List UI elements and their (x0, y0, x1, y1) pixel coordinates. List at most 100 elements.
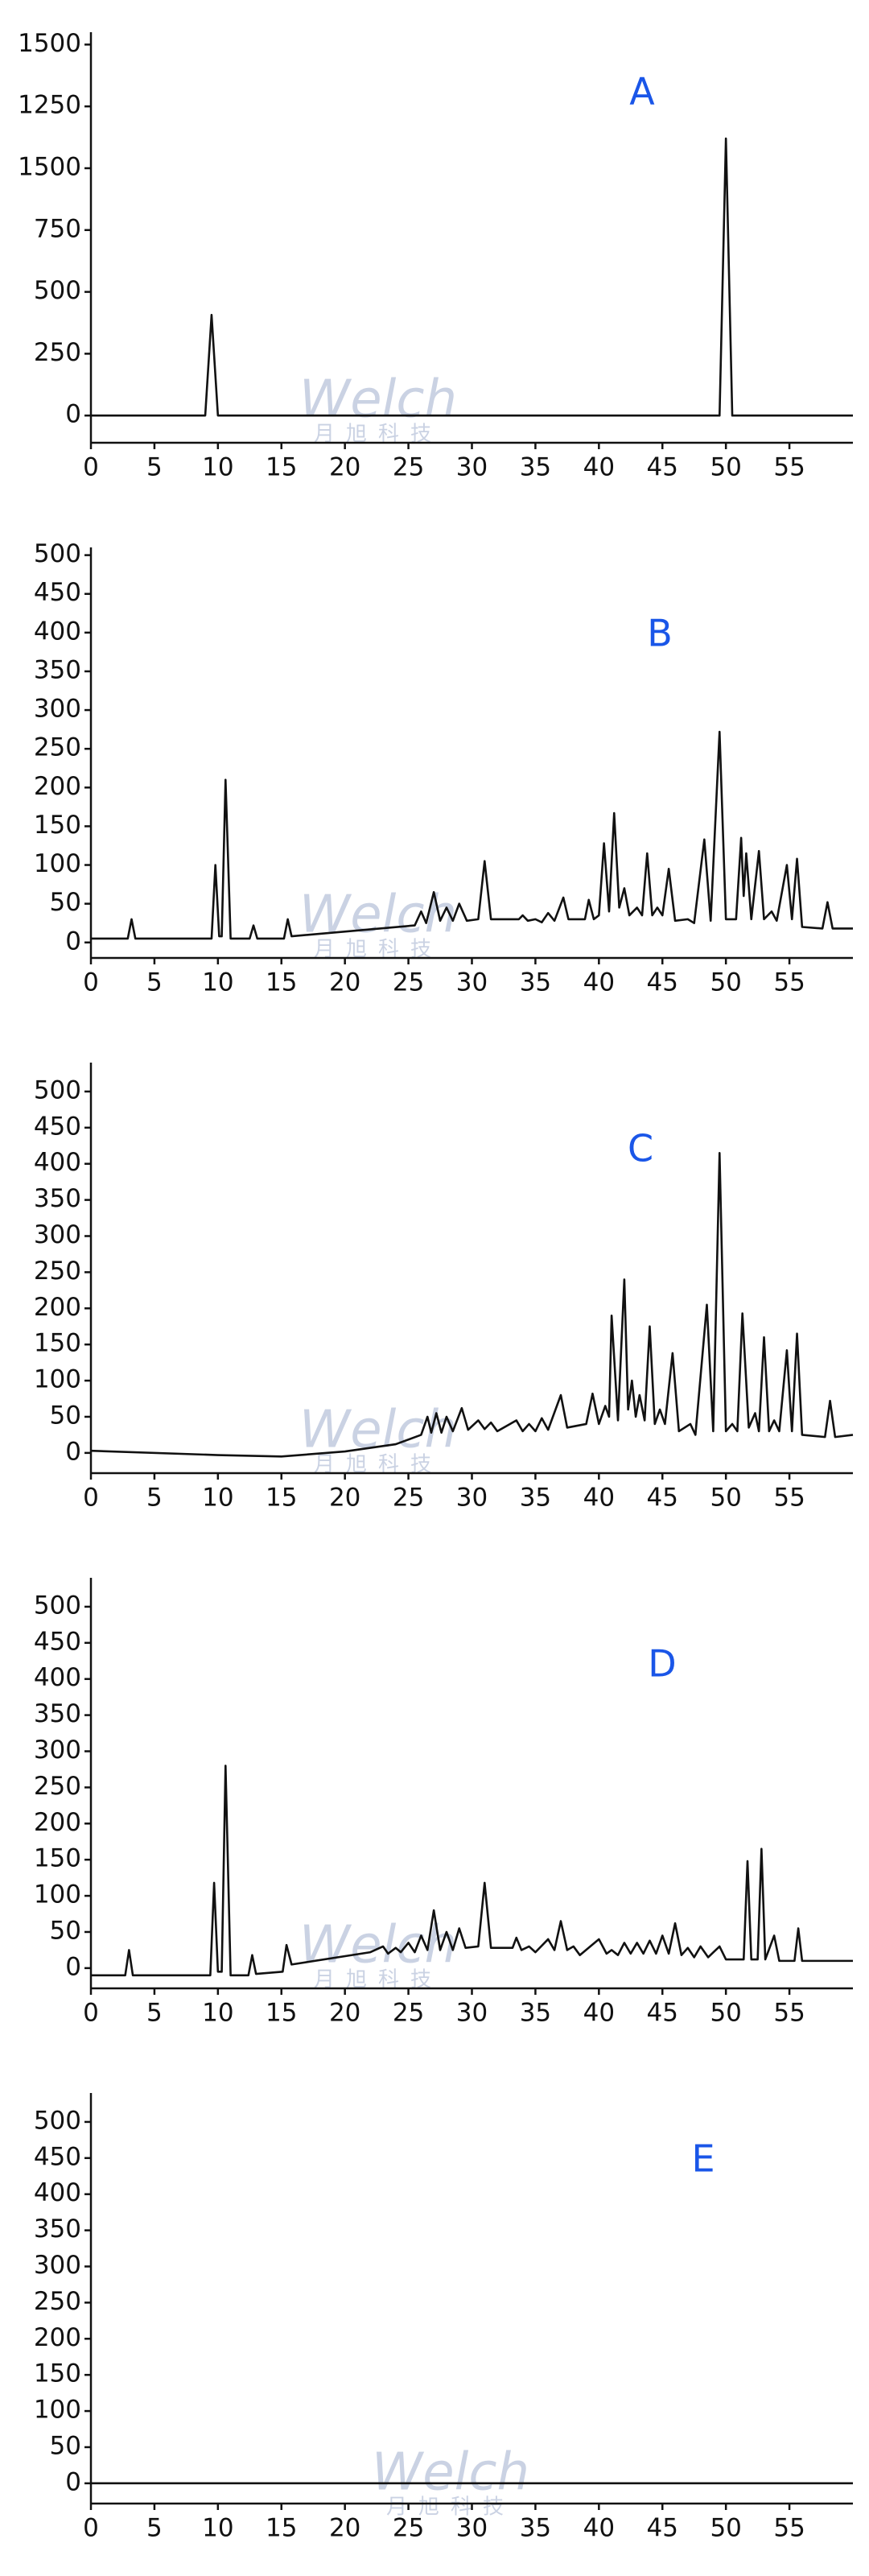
watermark-logo: Welch (299, 1916, 457, 1975)
watermark-logo: Welch (299, 1401, 457, 1460)
y-tick-label: 400 (34, 1148, 81, 1177)
y-tick-label: 150 (34, 2359, 81, 2388)
x-tick-label: 15 (266, 453, 297, 482)
chart-panel: Welch月旭科技0501001502002503003504004505000… (34, 1578, 853, 2028)
x-tick-label: 50 (710, 453, 741, 482)
x-tick-label: 10 (202, 453, 233, 482)
x-tick-label: 40 (583, 968, 615, 997)
x-tick-label: 55 (773, 968, 805, 997)
x-tick-label: 55 (773, 453, 805, 482)
y-tick-label: 250 (34, 338, 81, 367)
x-tick-label: 15 (266, 1484, 297, 1513)
x-tick-label: 10 (202, 968, 233, 997)
watermark-logo: Welch (299, 886, 457, 945)
panel-label: C (628, 1127, 653, 1170)
y-tick-label: 500 (34, 539, 81, 568)
y-tick-label: 500 (34, 2106, 81, 2135)
x-tick-label: 55 (773, 2514, 805, 2543)
x-tick-label: 30 (456, 1484, 488, 1513)
y-tick-label: 450 (34, 1112, 81, 1141)
y-tick-label: 100 (34, 849, 81, 878)
y-tick-label: 0 (65, 1437, 81, 1466)
y-tick-label: 450 (34, 578, 81, 607)
x-tick-label: 45 (647, 1484, 678, 1513)
x-tick-label: 10 (202, 1999, 233, 2028)
y-tick-label: 1250 (18, 91, 81, 120)
y-tick-label: 200 (34, 2323, 81, 2352)
x-tick-label: 40 (583, 2514, 615, 2543)
x-tick-label: 10 (202, 1484, 233, 1513)
chromatogram-trace (91, 730, 853, 940)
x-tick-label: 35 (520, 1999, 551, 2028)
x-tick-label: 45 (647, 1999, 678, 2028)
y-tick-label: 300 (34, 1220, 81, 1249)
y-tick-label: 450 (34, 2142, 81, 2171)
x-tick-label: 40 (583, 1999, 615, 2028)
x-tick-label: 45 (647, 2514, 678, 2543)
x-tick-label: 5 (146, 1484, 163, 1513)
x-tick-label: 10 (202, 2514, 233, 2543)
x-tick-label: 50 (710, 1484, 741, 1513)
chromatogram-trace (91, 1765, 853, 1977)
y-tick-label: 200 (34, 1808, 81, 1837)
x-tick-label: 35 (520, 968, 551, 997)
x-tick-label: 50 (710, 2514, 741, 2543)
y-tick-label: 500 (34, 1075, 81, 1104)
x-tick-label: 25 (393, 968, 424, 997)
y-tick-label: 50 (50, 888, 81, 917)
y-tick-label: 0 (65, 927, 81, 956)
x-tick-label: 50 (710, 968, 741, 997)
x-tick-label: 30 (456, 1999, 488, 2028)
panel-label: A (629, 70, 655, 114)
y-tick-label: 50 (50, 1916, 81, 1945)
y-tick-label: 400 (34, 1663, 81, 1692)
y-tick-label: 750 (34, 214, 81, 243)
x-tick-label: 40 (583, 1484, 615, 1513)
x-tick-label: 25 (393, 453, 424, 482)
x-tick-label: 40 (583, 453, 615, 482)
y-tick-label: 250 (34, 1257, 81, 1286)
watermark-subtitle: 月旭科技 (386, 2496, 515, 2520)
x-tick-label: 0 (83, 2514, 99, 2543)
y-tick-label: 100 (34, 2396, 81, 2425)
x-tick-label: 45 (647, 453, 678, 482)
y-tick-label: 0 (65, 1952, 81, 1981)
x-tick-label: 0 (83, 453, 99, 482)
x-tick-label: 45 (647, 968, 678, 997)
x-tick-label: 30 (456, 968, 488, 997)
x-tick-label: 55 (773, 1999, 805, 2028)
x-tick-label: 0 (83, 1484, 99, 1513)
chromatogram-trace (90, 1151, 854, 1458)
y-tick-label: 1500 (18, 29, 81, 58)
chart-panel: Welch月旭科技0501001502002503003504004505000… (34, 539, 853, 997)
y-tick-label: 500 (34, 276, 81, 305)
x-tick-label: 25 (393, 2514, 424, 2543)
y-tick-label: 350 (34, 1184, 81, 1213)
y-tick-label: 400 (34, 617, 81, 646)
y-tick-label: 250 (34, 2287, 81, 2316)
x-tick-label: 20 (329, 2514, 360, 2543)
x-tick-label: 55 (773, 1484, 805, 1513)
y-tick-label: 1500 (18, 152, 81, 181)
y-tick-label: 300 (34, 2251, 81, 2280)
y-tick-label: 300 (34, 1736, 81, 1765)
y-tick-label: 250 (34, 1772, 81, 1801)
y-tick-label: 50 (50, 1401, 81, 1430)
y-tick-label: 150 (34, 811, 81, 840)
x-tick-label: 20 (329, 1999, 360, 2028)
y-tick-label: 350 (34, 2215, 81, 2244)
x-tick-label: 35 (520, 1484, 551, 1513)
panel-label: E (691, 2137, 715, 2181)
x-tick-label: 20 (329, 1484, 360, 1513)
x-tick-label: 5 (146, 453, 163, 482)
y-tick-label: 350 (34, 655, 81, 684)
y-tick-label: 350 (34, 1699, 81, 1728)
x-tick-label: 35 (520, 2514, 551, 2543)
y-tick-label: 200 (34, 772, 81, 801)
